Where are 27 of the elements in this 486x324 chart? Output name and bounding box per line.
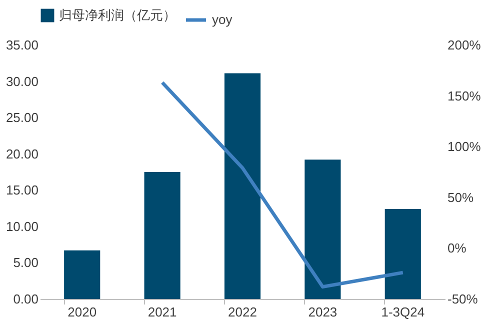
bar: [144, 172, 180, 299]
y-tick-label: 25.00: [6, 110, 38, 126]
y2-tick-label: 0%: [448, 240, 467, 256]
y-tick-label: 35.00: [6, 38, 38, 52]
x-tick-label: 2022: [228, 304, 257, 320]
bar: [64, 250, 100, 299]
y2-tick-label: -50%: [448, 292, 478, 306]
x-tick-label: 2023: [308, 304, 338, 320]
y2-tick-label: 50%: [448, 190, 474, 205]
line-series: [160, 80, 405, 289]
y2-tick-label: 150%: [448, 88, 482, 104]
legend-label: 归母净利润（亿元）: [59, 8, 176, 22]
x-tick-label: 2021: [148, 304, 177, 320]
y-tick-label: 30.00: [6, 74, 38, 89]
legend-label: yoy: [212, 12, 233, 27]
y-tick-label: 15.00: [6, 182, 38, 198]
bar: [304, 160, 341, 299]
y-tick-label: 5.00: [13, 255, 38, 270]
y-tick-label: 0.00: [13, 292, 38, 306]
y2-tick-label: 200%: [448, 38, 482, 52]
x-tick-label: 2020: [68, 304, 97, 320]
y-tick-label: 10.00: [6, 218, 38, 234]
x-tick-label: 1-3Q24: [381, 304, 425, 320]
bar: [384, 209, 421, 299]
y-tick-label: 20.00: [6, 146, 38, 162]
bar: [224, 73, 261, 299]
y2-tick-label: 100%: [448, 139, 482, 154]
